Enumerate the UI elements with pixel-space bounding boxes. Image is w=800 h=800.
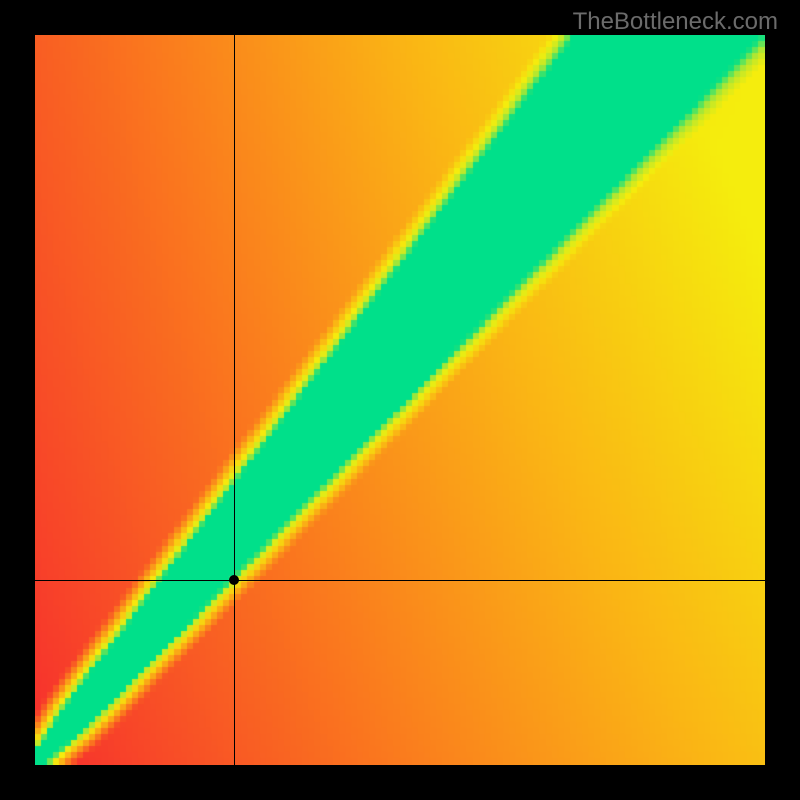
data-point-marker: [229, 575, 239, 585]
crosshair-horizontal: [35, 580, 765, 581]
figure-container: TheBottleneck.com: [0, 0, 800, 800]
bottleneck-heatmap: [35, 35, 765, 765]
crosshair-vertical: [234, 35, 235, 765]
watermark-text: TheBottleneck.com: [573, 8, 778, 36]
heatmap-canvas: [35, 35, 765, 765]
